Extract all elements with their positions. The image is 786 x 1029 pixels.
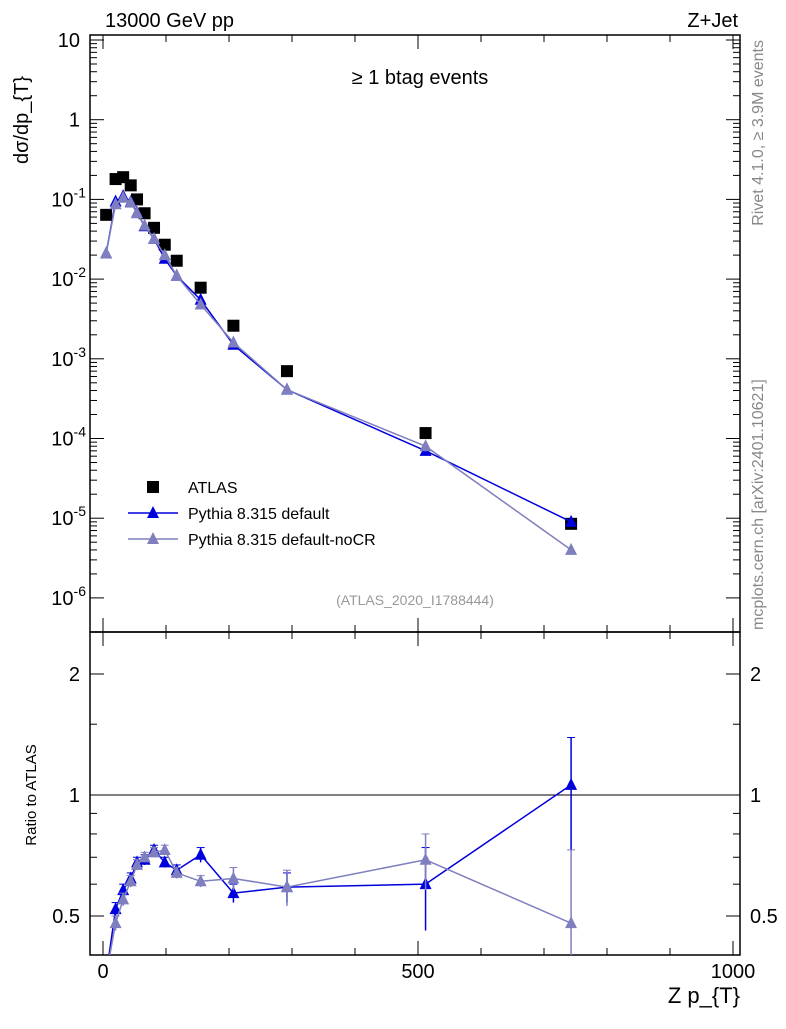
y-tick-label: 10-6: [51, 583, 86, 610]
header-right: Z+Jet: [687, 10, 738, 32]
analysis-label: (ATLAS_2020_I1788444): [336, 592, 494, 608]
atlas-point: [227, 319, 240, 332]
ratio-point-0: [227, 886, 240, 899]
ratio-point-1: [227, 871, 240, 884]
ratio-point-1: [194, 874, 207, 887]
atlas-point: [100, 208, 113, 221]
y-tick-label: 1: [69, 110, 80, 132]
mc-point-2: [158, 248, 171, 261]
ratio-y-label: Ratio to ATLAS: [23, 744, 40, 845]
y-tick-label: 10-4: [51, 424, 86, 451]
legend-label-0: ATLAS: [188, 480, 238, 497]
ratio-point-1: [109, 916, 122, 929]
mc-point-2: [565, 542, 578, 555]
x-axis-label: Z p_{T}: [668, 983, 740, 1008]
atlas-point: [419, 427, 432, 440]
mc-point-2: [280, 382, 293, 395]
x-tick-label: 500: [401, 961, 434, 983]
header-left: 13000 GeV pp: [105, 10, 234, 32]
y-tick-label: 10: [58, 30, 80, 52]
ratio-y-tick-label-right: 1: [750, 785, 761, 807]
mc-point-2: [419, 439, 432, 452]
series-line-1: [105, 195, 572, 523]
atlas-point: [158, 238, 171, 251]
ratio-point-1: [117, 892, 130, 905]
atlas-point: [170, 254, 183, 267]
ratio-point-1: [124, 874, 137, 887]
chart-title: ≥ 1 btag events: [352, 67, 489, 89]
y-tick-label: 10-5: [51, 503, 86, 530]
ratio-y-tick-label: 1: [69, 785, 80, 807]
ratio-point-1: [158, 842, 171, 855]
mcplots-label: mcplots.cern.ch [arXiv:2401.10621]: [750, 379, 767, 630]
ratio-point-1: [148, 845, 161, 858]
ratio-point-0: [565, 777, 578, 790]
mc-point-2: [100, 246, 113, 259]
ratio-point-1: [170, 865, 183, 878]
y-tick-label: 10-2: [51, 264, 86, 291]
legend-label-1: Pythia 8.315 default: [188, 506, 330, 523]
mc-point-2: [131, 206, 144, 219]
mc-point-2: [170, 268, 183, 281]
rivet-label: Rivet 4.1.0, ≥ 3.9M events: [750, 40, 767, 226]
legend-marker-2: [147, 532, 159, 544]
atlas-point: [148, 221, 161, 234]
ratio-point-0: [158, 855, 171, 868]
y-tick-label: 10-1: [51, 184, 86, 211]
legend-marker-1: [147, 506, 159, 518]
mc-point-2: [227, 335, 240, 348]
mc-point-1: [565, 514, 578, 527]
ratio-y-tick-label: 2: [69, 664, 80, 686]
ratio-point-1: [138, 850, 151, 863]
atlas-point: [280, 365, 293, 378]
ratio-y-tick-label-right: 0.5: [750, 906, 778, 928]
ratio-point-1: [565, 916, 578, 929]
mc-point-2: [194, 297, 207, 310]
legend-atlas-marker: [147, 481, 159, 493]
atlas-point: [194, 281, 207, 294]
mc-point-2: [124, 195, 137, 208]
x-tick-label: 0: [97, 961, 108, 983]
x-tick-label: 1000: [711, 961, 756, 983]
ratio-y-tick-label-right: 2: [750, 664, 761, 686]
series-line-2: [105, 196, 572, 551]
y-tick-label: 10-3: [51, 344, 86, 371]
y-axis-label: dσ/dp_{T}: [11, 76, 33, 164]
mc-point-2: [148, 231, 161, 244]
mc-point-2: [138, 218, 151, 231]
ratio-point-1: [280, 880, 293, 893]
ratio-point-0: [194, 847, 207, 860]
ratio-point-1: [419, 852, 432, 865]
atlas-point: [124, 179, 137, 192]
mc-point-2: [117, 190, 130, 203]
ratio-line-0: [108, 784, 572, 955]
ratio-point-0: [109, 902, 122, 915]
legend-label-2: Pythia 8.315 default-noCR: [188, 532, 376, 549]
ratio-point-1: [131, 857, 144, 870]
ratio-frame: [89, 631, 741, 956]
ratio-y-tick-label: 0.5: [52, 906, 80, 928]
mc-point-2: [109, 197, 122, 210]
